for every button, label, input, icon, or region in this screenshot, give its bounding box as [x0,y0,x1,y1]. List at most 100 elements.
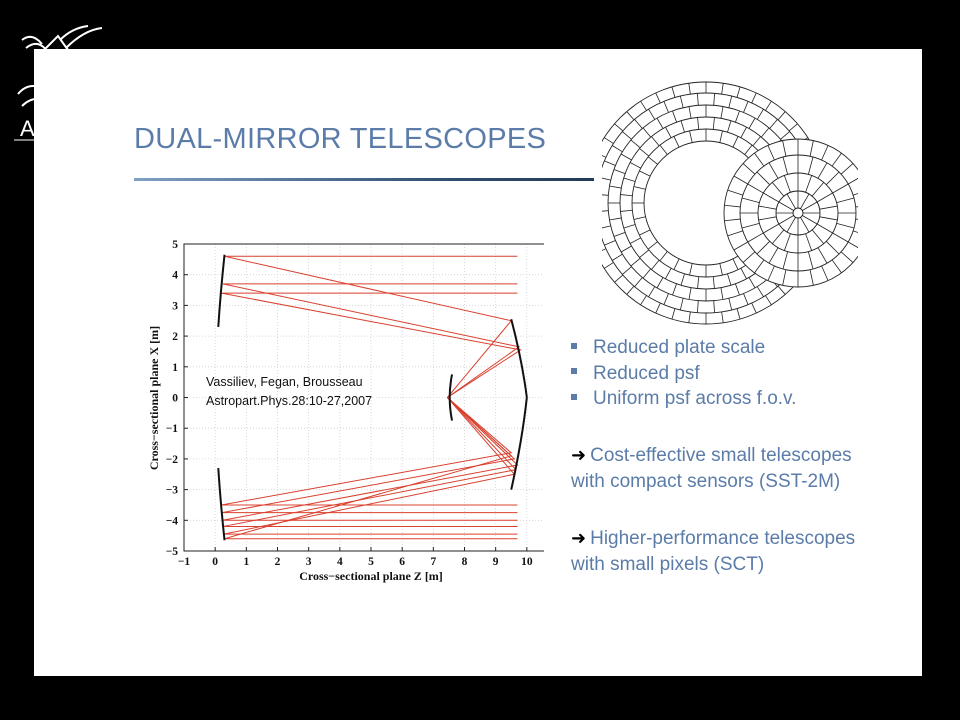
segment-edge [634,119,643,129]
bullet-square-icon [571,393,577,400]
segment-edge [602,194,609,196]
segment-edge [817,247,828,264]
segment-edge [603,262,614,269]
segment-edge [769,119,778,129]
segment-edge [655,92,661,104]
segment-edge [742,163,756,175]
title-underline [134,178,594,181]
segment-edge [721,83,724,95]
y-tick-label: −5 [166,546,179,558]
segment-edge [713,93,716,106]
segment-edge [623,224,636,229]
x-tick-label: 10 [521,556,533,568]
segment-edge [848,177,858,185]
segment-edge [602,225,611,229]
segment-edge [639,249,650,258]
segment-edge [728,95,733,108]
y-axis-label: Cross−sectional plane X [m] [147,326,161,470]
x-tick-label: 2 [275,556,281,568]
x-tick-label: 1 [243,556,249,568]
mirror-primary-top [217,254,226,327]
segment-edge [602,177,611,181]
segment-edge [743,293,749,305]
segment-edge [733,241,748,251]
ray-path [221,397,518,506]
segment-edge [742,251,756,263]
y-tick-label: 4 [172,270,178,282]
bullet-item: Reduced psf [571,361,796,387]
segment-edge [786,193,796,209]
segment-edge [821,145,829,161]
segment-edge [620,209,633,212]
segment-edge [626,111,635,121]
segment-edge [721,311,724,323]
segment-edge [763,223,780,234]
segment-edge [809,269,814,286]
segment-edge [836,197,855,204]
segmented-mirror-layout-icon [602,81,858,325]
segment-edge [802,215,818,225]
y-tick-label: 2 [172,331,178,343]
segment-edge [782,140,787,157]
segment-edge [720,106,724,119]
bullet-label: Reduced plate scale [593,337,766,358]
segment-edge [748,117,756,129]
segment-edge [648,286,656,297]
segment-edge [809,140,814,157]
svg-text:A: A [20,116,35,141]
segment-edge [768,162,779,179]
segment-edge [821,265,829,281]
segment-edge [727,120,732,133]
segment-edge [719,263,723,276]
segment-edge [609,217,622,221]
segment-edge [771,182,785,197]
arrow-point-text: Cost-effective small telescopes with com… [571,445,852,492]
segment-edge [788,123,798,132]
segment-edge [656,277,664,289]
annotation-line-2: Astropart.Phys.28:10-27,2007 [206,394,372,408]
segment-edge [724,204,741,208]
segment-edge [629,162,641,169]
segment-edge [771,229,785,244]
segment-edge [656,117,664,129]
segment-edge [807,251,814,270]
arrow-point-text: Higher-performance telescopes with small… [571,528,856,575]
segment-edge [633,216,646,220]
bullet-label: Uniform psf across f.o.v. [593,388,797,409]
segment-edge [604,240,616,246]
segment-edge [765,295,772,306]
segment-edge [663,293,669,305]
segment-edge [663,101,669,113]
mirror-camera [448,374,454,421]
segment-edge [602,155,607,158]
segment-edge [751,302,757,314]
right-arrow-icon: ➜ [571,445,587,465]
bullet-item: Reduced plate scale [571,335,796,361]
segment-edge [647,156,658,165]
bullet-list: Reduced plate scale Reduced psf Uniform … [571,335,796,412]
segment-edge [740,268,747,280]
segment-edge [639,170,651,177]
segment-edge [777,285,786,295]
segment-edge [840,251,854,263]
segment-edge [831,152,842,167]
segment-edge [612,145,623,153]
segment-edge [689,263,693,276]
segment-edge [671,308,676,320]
segment-edge [651,136,660,147]
segment-edge [640,100,647,111]
slide: DUAL-MIRROR TELESCOPES −1012345678910115… [34,49,922,676]
segment-edge [805,175,813,193]
slide-title: DUAL-MIRROR TELESCOPES [134,123,547,155]
ray-trace-plot: −101234567891011543210−1−2−3−4−5 Vassili… [147,239,544,583]
segment-edge [754,259,765,274]
mirror-primary-bottom [217,468,226,541]
segment-edge [752,136,761,147]
segment-edge [747,183,764,194]
segment-edge [647,241,658,250]
segment-edge [673,258,680,270]
y-tick-label: −4 [166,515,179,527]
x-tick-label: 7 [430,556,436,568]
segment-edge [758,216,777,221]
segment-edge [756,286,764,297]
